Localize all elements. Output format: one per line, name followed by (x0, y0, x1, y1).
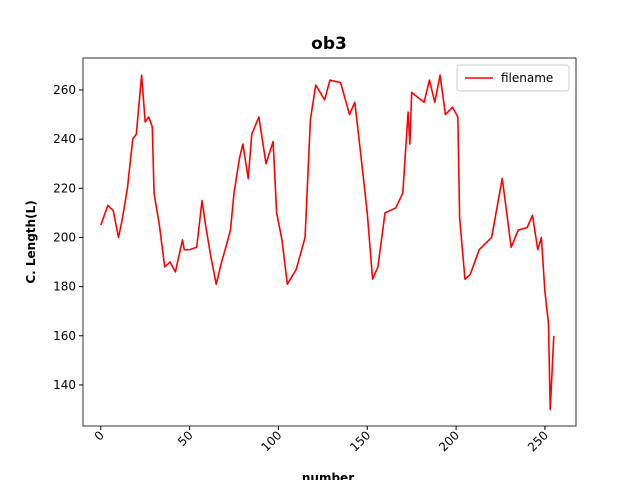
x-tick-label: 250 (525, 428, 551, 454)
legend-box (456, 64, 570, 92)
x-tick-label: 50 (175, 428, 196, 449)
y-tick-label: 140 (53, 378, 76, 392)
x-tick-label: 0 (92, 428, 107, 443)
x-tick-label: 100 (258, 428, 284, 454)
plot-frame (82, 57, 577, 427)
y-tick-label: 200 (53, 230, 76, 244)
chart-title: ob3 (311, 34, 347, 54)
x-axis-label: number (302, 471, 354, 480)
y-tick-label: 180 (53, 280, 76, 294)
x-tick-label: 200 (436, 428, 462, 454)
y-tick-label: 260 (53, 83, 76, 97)
y-axis-label: C. Length(L) (24, 200, 38, 283)
y-tick-label: 160 (53, 329, 76, 343)
y-tick-label: 220 (53, 181, 76, 195)
x-tick-label: 150 (347, 428, 373, 454)
data-line (100, 74, 555, 411)
y-tick-label: 240 (53, 132, 76, 146)
legend-label: filename (501, 71, 553, 85)
